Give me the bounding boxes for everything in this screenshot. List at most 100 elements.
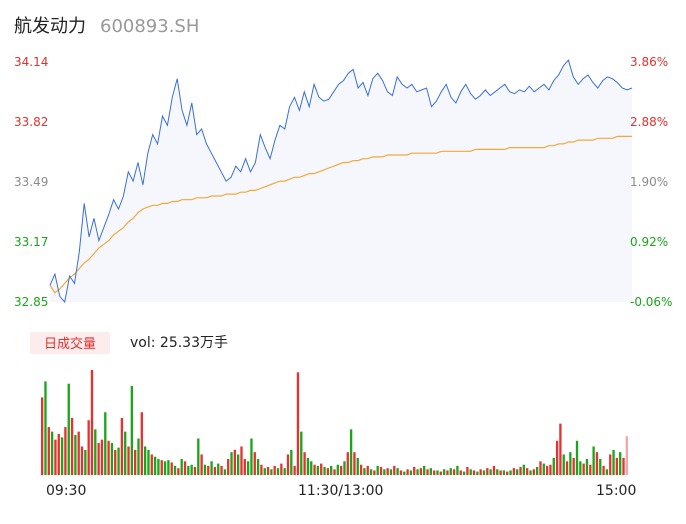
volume-bar — [153, 456, 157, 475]
percent-tick: 2.88% — [630, 115, 668, 129]
volume-bar — [87, 420, 90, 475]
volume-tab-label: 日成交量 — [44, 336, 96, 352]
volume-bar — [562, 454, 565, 475]
volume-bar — [100, 439, 104, 475]
volume-bar — [419, 468, 423, 475]
volume-bar — [615, 457, 619, 475]
time-tick: 11:30/13:00 — [298, 483, 383, 499]
volume-bar — [389, 469, 393, 475]
volume-bar — [555, 440, 559, 475]
volume-bar — [579, 461, 582, 475]
volume-bar — [303, 452, 306, 475]
volume-bar — [423, 465, 426, 475]
volume-bar — [157, 459, 160, 475]
volume-bar — [509, 470, 512, 475]
volume-bar — [403, 471, 406, 475]
volume-bar — [343, 461, 346, 475]
volume-bar — [94, 429, 97, 475]
volume-bar — [376, 465, 379, 475]
volume-bar — [57, 433, 60, 475]
volume-bar — [595, 452, 599, 475]
volume-bar — [326, 468, 330, 475]
volume-bar — [134, 449, 137, 475]
volume-bar — [489, 469, 492, 475]
percent-axis: 3.86% 2.88% 1.90% 0.92% -0.06% — [630, 55, 672, 309]
volume-bar — [246, 461, 250, 475]
volume-bar — [233, 449, 236, 475]
volume-bar — [41, 397, 44, 475]
volume-bar — [605, 469, 609, 475]
volume-bar — [104, 412, 107, 475]
price-tick: 33.82 — [14, 115, 48, 129]
volume-bar — [383, 469, 386, 475]
volume-bar — [124, 431, 127, 475]
volume-bar — [316, 465, 320, 475]
time-tick: 15:00 — [596, 483, 636, 499]
volume-bar — [147, 449, 150, 475]
volume-bar — [522, 464, 526, 475]
volume-bar — [545, 465, 549, 475]
volume-bar — [293, 465, 296, 475]
volume-bar — [585, 459, 589, 475]
volume-bar — [90, 370, 94, 475]
volume-bar — [466, 467, 469, 475]
volume-readout: vol: 25.33万手 — [130, 335, 228, 351]
volume-bar — [559, 423, 562, 475]
volume-bar — [260, 464, 263, 475]
volume-bar — [516, 469, 519, 475]
volume-bar — [240, 446, 243, 475]
volume-bar — [183, 461, 187, 475]
price-area-fill — [50, 60, 632, 302]
volume-bar — [266, 467, 270, 475]
volume-bar — [130, 385, 134, 475]
price-axis: 34.14 33.82 33.49 33.17 32.85 — [14, 55, 48, 309]
volume-bar — [256, 459, 260, 475]
volume-bar — [449, 468, 452, 475]
volume-bar — [589, 464, 592, 475]
volume-bar — [492, 465, 496, 475]
percent-tick: 0.92% — [630, 235, 668, 249]
volume-bar — [333, 469, 336, 475]
volume-bar — [353, 452, 356, 475]
volume-bar — [416, 469, 419, 475]
volume-bar — [349, 429, 353, 475]
volume-bar — [426, 469, 429, 475]
volume-bar — [296, 372, 300, 475]
volume-bar — [107, 440, 110, 475]
volume-bar — [535, 467, 539, 475]
volume-bar — [313, 464, 316, 475]
volume-bar — [217, 463, 220, 475]
volume-bar — [602, 465, 605, 475]
volume-bar — [193, 467, 197, 475]
volume-bar — [476, 471, 479, 475]
percent-tick: 3.86% — [630, 55, 668, 69]
volume-bar — [290, 449, 293, 475]
volume-bar — [170, 462, 173, 475]
volume-bar — [462, 471, 466, 475]
volume-bar — [110, 443, 114, 475]
volume-bar — [117, 447, 120, 475]
volume-bar — [439, 471, 442, 475]
volume-bar — [575, 440, 579, 475]
time-tick: 09:30 — [46, 483, 86, 499]
price-tick: 33.17 — [14, 235, 48, 249]
volume-bar — [526, 468, 529, 475]
volume-bar — [396, 468, 399, 475]
volume-bar — [552, 457, 555, 475]
volume-bar — [140, 412, 143, 475]
volume-bar — [393, 465, 396, 475]
volume-bar — [54, 439, 57, 475]
volume-bar — [565, 461, 569, 475]
volume-bar — [323, 467, 326, 475]
volume-bar — [210, 461, 213, 475]
volume-bar — [180, 459, 183, 475]
volume-bar — [459, 470, 462, 475]
volume-bar — [442, 469, 446, 475]
volume-bar — [190, 464, 193, 475]
volume-bar — [399, 470, 403, 475]
volume-tab[interactable] — [30, 332, 110, 354]
volume-bar — [177, 468, 180, 475]
volume-bar — [592, 446, 595, 475]
volume-bar — [114, 449, 117, 475]
